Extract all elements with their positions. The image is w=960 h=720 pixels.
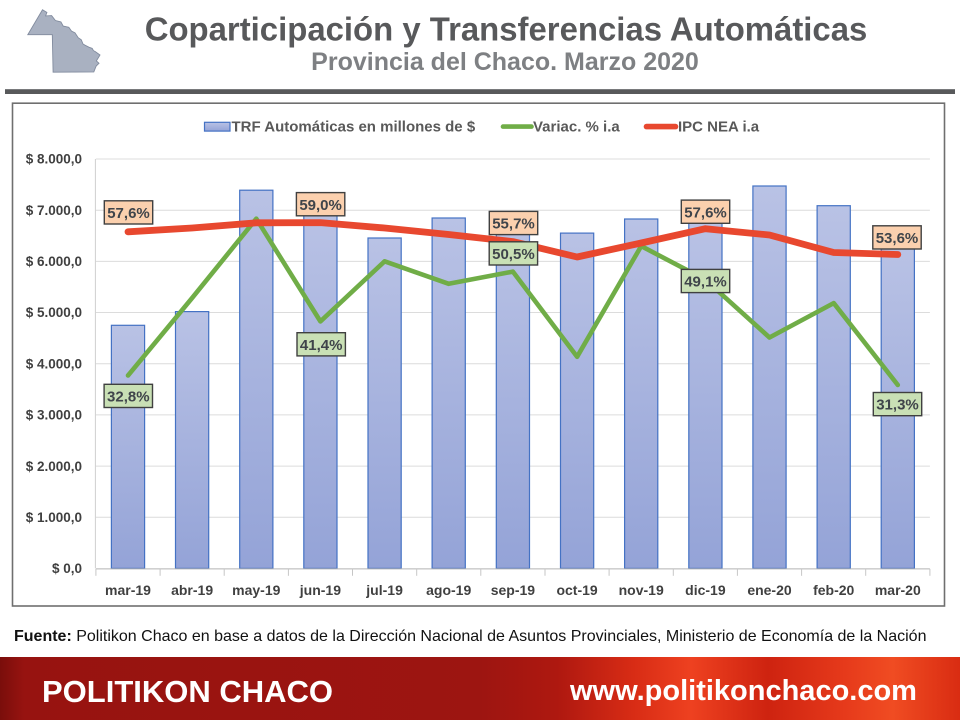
svg-text:49,1%: 49,1% <box>684 274 727 291</box>
svg-text:IPC NEA i.a: IPC NEA i.a <box>678 119 760 136</box>
svg-text:feb-20: feb-20 <box>813 582 854 598</box>
svg-text:31,3%: 31,3% <box>876 397 919 414</box>
svg-text:oct-19: oct-19 <box>556 582 597 598</box>
svg-text:www.politikonchaco.com: www.politikonchaco.com <box>569 675 917 707</box>
svg-text:Provincia del Chaco. Marzo 202: Provincia del Chaco. Marzo 2020 <box>311 48 699 76</box>
svg-text:nov-19: nov-19 <box>619 582 664 598</box>
svg-text:mar-19: mar-19 <box>105 582 151 598</box>
svg-text:$ 4.000,0: $ 4.000,0 <box>26 356 82 371</box>
svg-text:jul-19: jul-19 <box>365 582 403 598</box>
svg-text:59,0%: 59,0% <box>299 197 342 214</box>
svg-text:53,6%: 53,6% <box>876 230 919 247</box>
svg-text:jun-19: jun-19 <box>299 582 341 598</box>
svg-text:Variac. % i.a: Variac. % i.a <box>533 119 620 136</box>
svg-text:mar-20: mar-20 <box>875 582 921 598</box>
svg-text:57,6%: 57,6% <box>684 204 727 221</box>
svg-text:50,5%: 50,5% <box>492 246 535 263</box>
svg-text:TRF Automáticas en millones de: TRF Automáticas en millones de $ <box>232 119 476 136</box>
svg-text:$ 3.000,0: $ 3.000,0 <box>26 408 82 423</box>
svg-text:$ 1.000,0: $ 1.000,0 <box>26 510 82 525</box>
svg-text:55,7%: 55,7% <box>492 216 535 233</box>
svg-text:ago-19: ago-19 <box>426 582 471 598</box>
svg-text:ene-20: ene-20 <box>747 582 792 598</box>
svg-text:$ 8.000,0: $ 8.000,0 <box>26 152 82 167</box>
svg-text:$ 5.000,0: $ 5.000,0 <box>26 305 82 320</box>
svg-text:32,8%: 32,8% <box>107 389 150 406</box>
svg-text:$ 6.000,0: $ 6.000,0 <box>26 254 82 269</box>
svg-text:Fuente: Politikon Chaco en bas: Fuente: Politikon Chaco en base a datos … <box>14 628 926 645</box>
svg-text:57,6%: 57,6% <box>107 205 150 222</box>
svg-text:abr-19: abr-19 <box>171 582 213 598</box>
svg-text:$ 7.000,0: $ 7.000,0 <box>26 203 82 218</box>
svg-text:$ 0,0: $ 0,0 <box>52 561 82 576</box>
svg-text:sep-19: sep-19 <box>491 582 536 598</box>
svg-text:may-19: may-19 <box>232 582 280 598</box>
svg-text:Coparticipación y Transferenci: Coparticipación y Transferencias Automát… <box>145 11 868 48</box>
svg-text:dic-19: dic-19 <box>685 582 726 598</box>
svg-text:POLITIKON CHACO: POLITIKON CHACO <box>42 674 333 709</box>
svg-text:$ 2.000,0: $ 2.000,0 <box>26 459 82 474</box>
svg-text:41,4%: 41,4% <box>300 337 343 354</box>
